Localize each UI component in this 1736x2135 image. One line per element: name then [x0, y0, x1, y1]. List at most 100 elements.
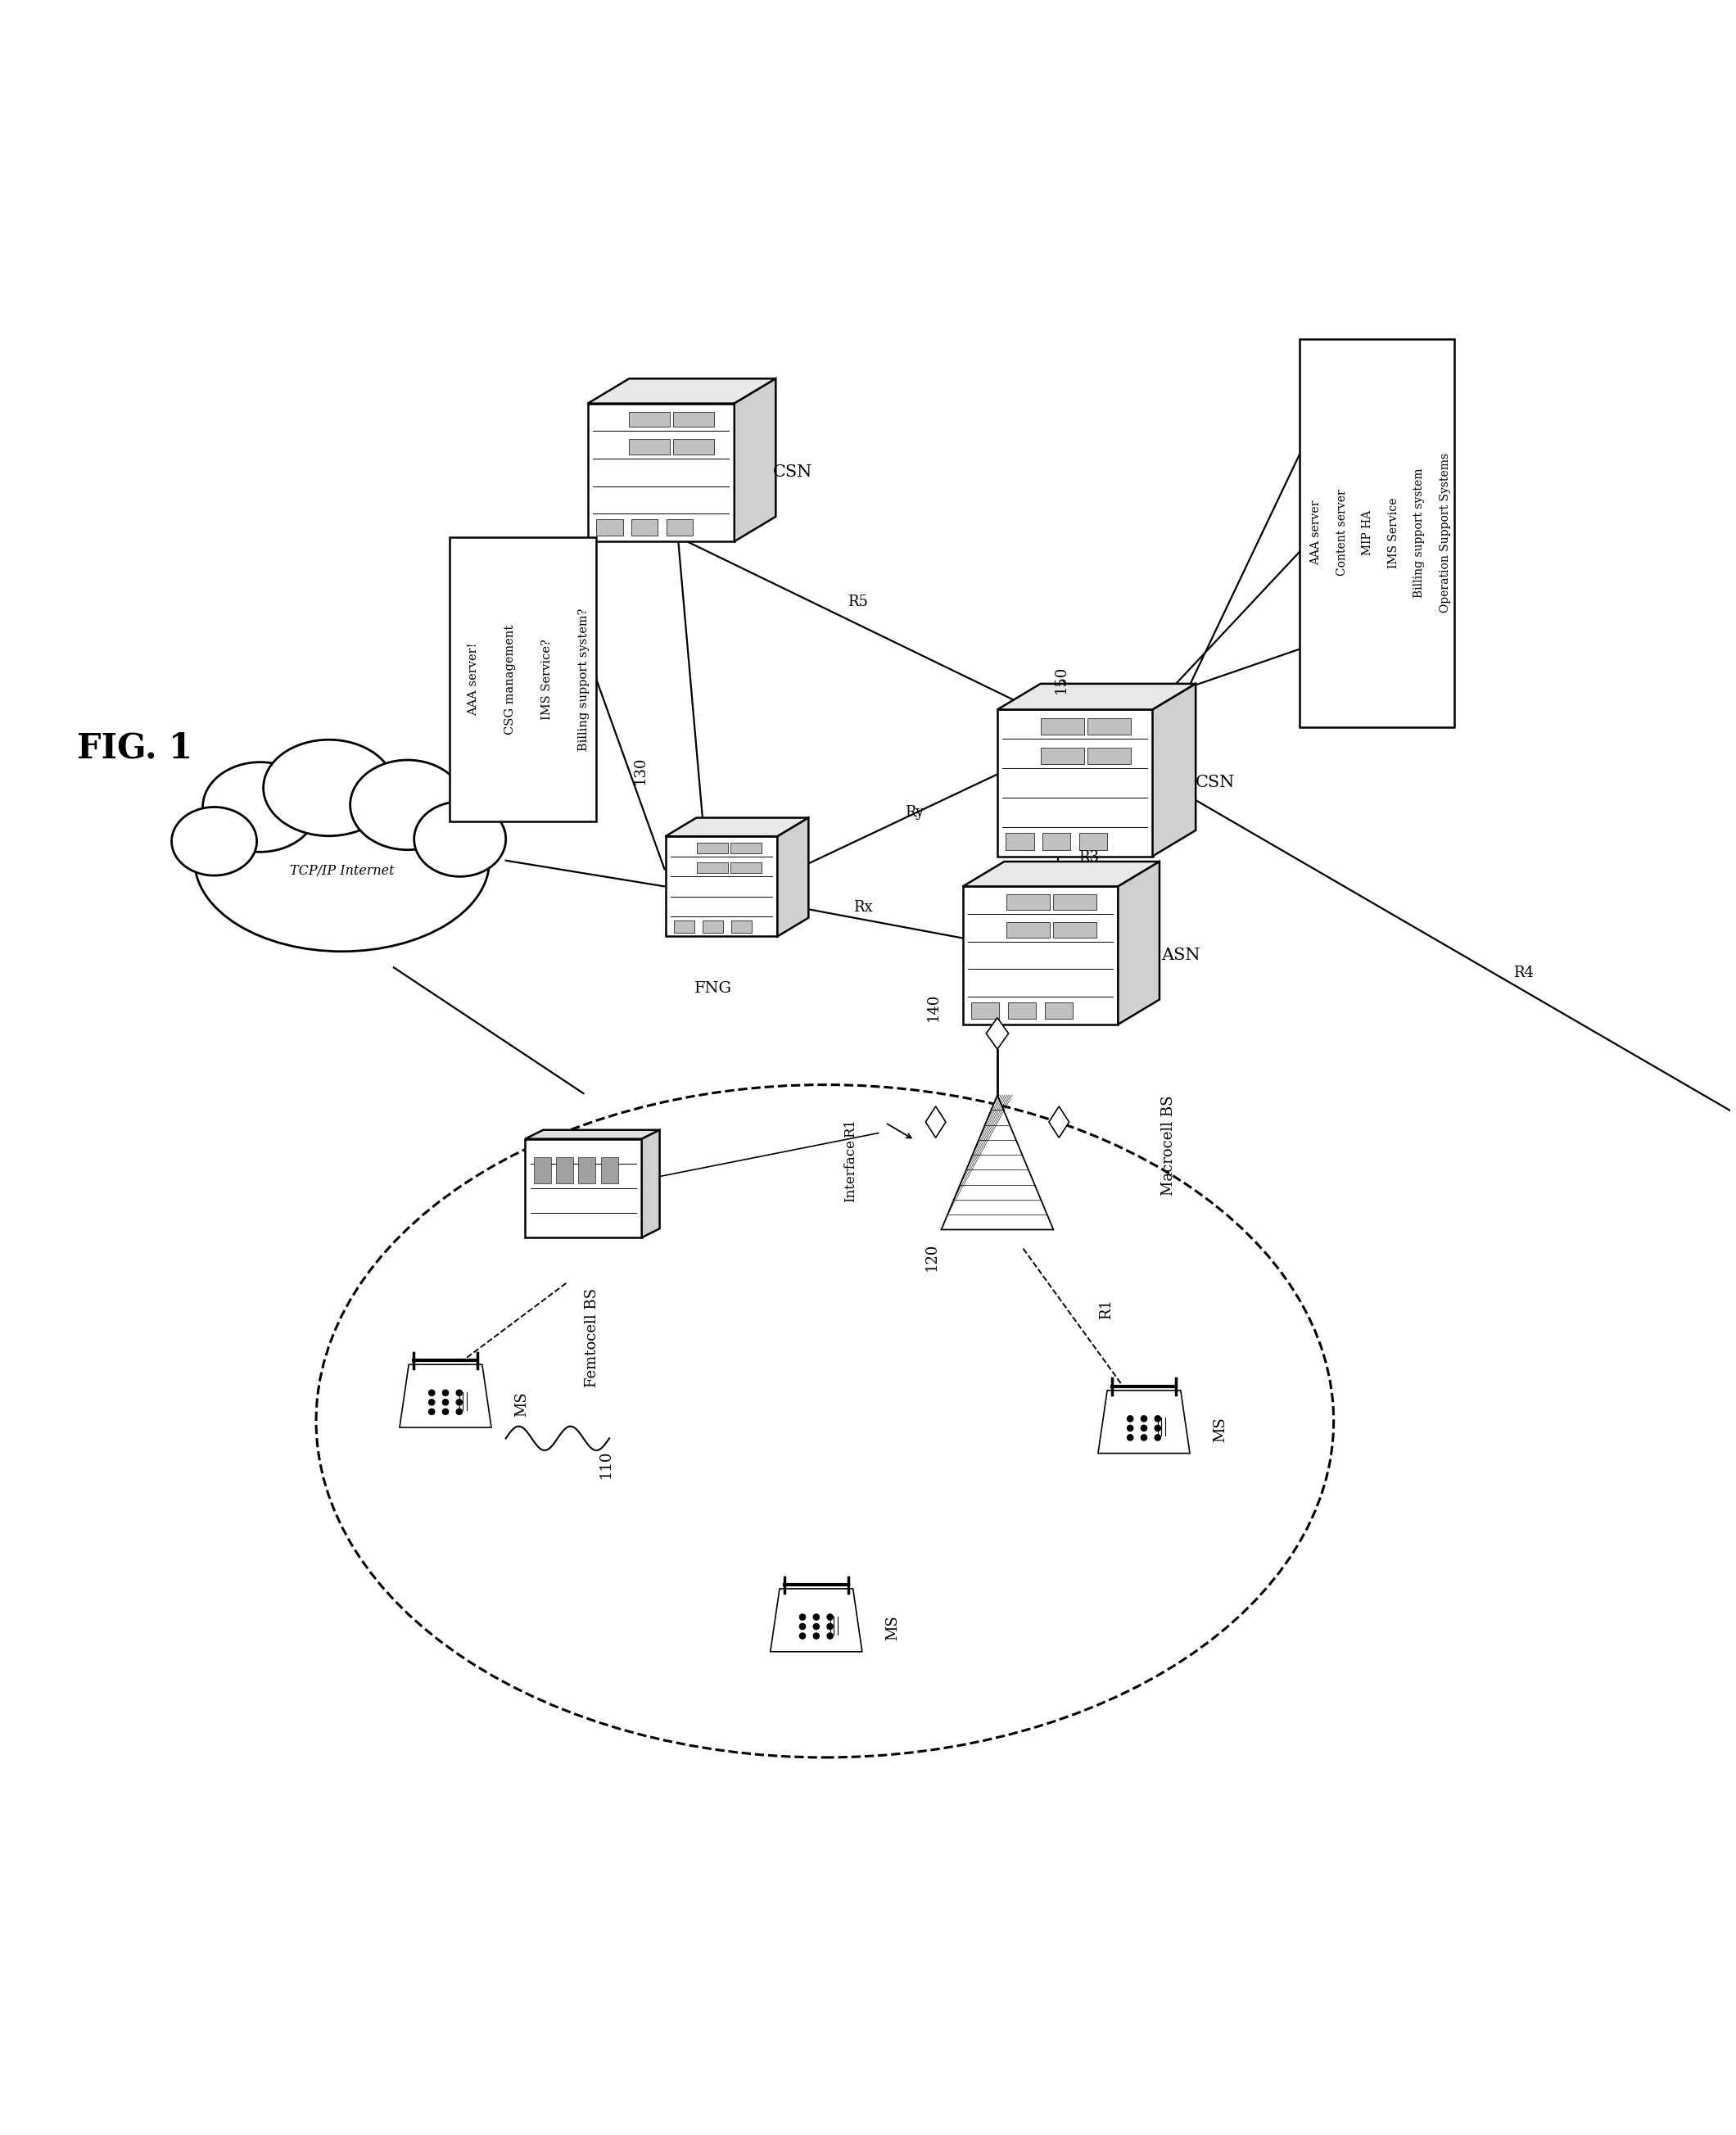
Circle shape: [429, 1398, 434, 1405]
Polygon shape: [998, 683, 1196, 709]
Polygon shape: [1009, 1001, 1036, 1018]
Polygon shape: [771, 1588, 863, 1652]
Polygon shape: [556, 1157, 573, 1183]
Text: TCP/IP Internet: TCP/IP Internet: [290, 865, 394, 877]
Circle shape: [812, 1623, 819, 1629]
Circle shape: [812, 1614, 819, 1620]
Polygon shape: [526, 1129, 660, 1138]
Text: CSG management: CSG management: [505, 623, 516, 734]
Text: MS: MS: [514, 1392, 529, 1416]
Polygon shape: [642, 1129, 660, 1238]
Text: IMS Service: IMS Service: [1387, 497, 1399, 568]
FancyBboxPatch shape: [450, 538, 597, 822]
Polygon shape: [941, 1095, 1054, 1230]
Text: Interface: Interface: [844, 1140, 858, 1202]
Circle shape: [457, 1398, 462, 1405]
Polygon shape: [1153, 683, 1196, 856]
Ellipse shape: [194, 769, 490, 952]
Circle shape: [1127, 1416, 1134, 1422]
Text: R1: R1: [844, 1119, 858, 1138]
Text: 140: 140: [927, 993, 941, 1021]
Circle shape: [429, 1409, 434, 1416]
Polygon shape: [696, 843, 727, 854]
Circle shape: [457, 1390, 462, 1396]
Circle shape: [1141, 1426, 1147, 1430]
Circle shape: [429, 1390, 434, 1396]
Text: Ry: Ry: [904, 805, 924, 820]
Circle shape: [800, 1623, 806, 1629]
Polygon shape: [1045, 1001, 1073, 1018]
Circle shape: [1141, 1435, 1147, 1441]
Polygon shape: [703, 920, 722, 933]
Polygon shape: [696, 863, 727, 873]
Polygon shape: [1043, 833, 1071, 850]
Circle shape: [443, 1398, 448, 1405]
Polygon shape: [1080, 833, 1108, 850]
Text: R5: R5: [847, 594, 868, 608]
Polygon shape: [1005, 833, 1035, 850]
Polygon shape: [1042, 717, 1085, 734]
Text: CSN: CSN: [1196, 775, 1236, 790]
Polygon shape: [1087, 717, 1130, 734]
Text: MIP HA: MIP HA: [1363, 510, 1373, 555]
Text: R1: R1: [1099, 1298, 1113, 1319]
Polygon shape: [665, 818, 809, 837]
Circle shape: [812, 1633, 819, 1640]
Polygon shape: [731, 863, 762, 873]
Text: Rx: Rx: [852, 899, 873, 914]
FancyBboxPatch shape: [1299, 339, 1455, 726]
Circle shape: [443, 1409, 448, 1416]
Polygon shape: [1007, 895, 1050, 910]
Circle shape: [1127, 1435, 1134, 1441]
Text: R4: R4: [1514, 965, 1533, 980]
Ellipse shape: [172, 807, 257, 875]
Circle shape: [1154, 1426, 1161, 1430]
Polygon shape: [674, 920, 694, 933]
Polygon shape: [674, 440, 713, 455]
Polygon shape: [734, 378, 776, 542]
Text: Macrocell BS: Macrocell BS: [1161, 1095, 1175, 1196]
Circle shape: [1141, 1416, 1147, 1422]
Polygon shape: [589, 404, 734, 542]
Text: CSN: CSN: [773, 465, 812, 480]
Polygon shape: [1087, 747, 1130, 764]
Polygon shape: [589, 378, 776, 404]
Text: R3: R3: [1078, 850, 1099, 865]
Polygon shape: [1052, 895, 1097, 910]
Polygon shape: [986, 1018, 1009, 1048]
Text: Femtocell BS: Femtocell BS: [585, 1287, 599, 1388]
Polygon shape: [632, 519, 658, 536]
Circle shape: [826, 1623, 833, 1629]
Text: Content server: Content server: [1337, 489, 1347, 576]
Polygon shape: [1049, 1106, 1069, 1138]
Polygon shape: [665, 837, 778, 937]
Polygon shape: [526, 1138, 642, 1238]
Text: FIG. 1: FIG. 1: [78, 730, 193, 766]
Ellipse shape: [203, 762, 318, 852]
Circle shape: [1154, 1435, 1161, 1441]
Polygon shape: [972, 1001, 1000, 1018]
Polygon shape: [667, 519, 693, 536]
Polygon shape: [399, 1364, 491, 1428]
Polygon shape: [1118, 863, 1160, 1025]
Text: AAA server!: AAA server!: [469, 643, 479, 715]
Polygon shape: [925, 1106, 946, 1138]
Polygon shape: [578, 1157, 595, 1183]
Polygon shape: [1007, 922, 1050, 937]
Polygon shape: [731, 843, 762, 854]
Circle shape: [826, 1614, 833, 1620]
Polygon shape: [597, 519, 623, 536]
Text: FNG: FNG: [694, 982, 731, 997]
Text: IMS Service?: IMS Service?: [542, 638, 552, 719]
Polygon shape: [998, 709, 1153, 856]
Text: Billing support system: Billing support system: [1413, 468, 1425, 598]
Text: ASN: ASN: [1161, 948, 1200, 963]
Polygon shape: [674, 412, 713, 427]
Circle shape: [457, 1409, 462, 1416]
Text: Billing support system?: Billing support system?: [578, 608, 589, 752]
Polygon shape: [601, 1157, 618, 1183]
Circle shape: [1154, 1416, 1161, 1422]
Text: 130: 130: [634, 756, 648, 786]
Text: Operation Support Systems: Operation Support Systems: [1439, 453, 1451, 613]
Ellipse shape: [415, 803, 505, 877]
